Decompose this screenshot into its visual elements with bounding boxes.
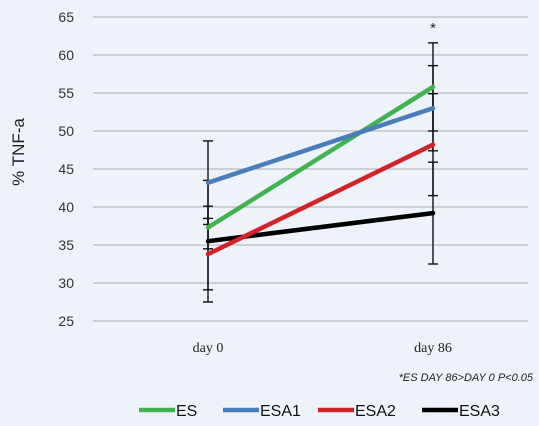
legend-label: ESA2 [355,403,396,420]
legend-entry-esa1: ESA1 [223,403,301,420]
series-line-es [205,84,436,230]
series-line-esa1 [205,105,436,185]
legend: ES ESA1 ESA2 ESA3 [139,403,500,420]
gridlines [93,16,528,322]
legend-label: ES [176,403,197,420]
x-tick-label: day 86 [414,341,452,356]
x-tick-label: day 0 [193,341,224,356]
x-axis-ticks: day 0 day 86 [193,341,452,356]
legend-label: ESA3 [459,403,500,420]
y-axis-ticks: 25 30 35 40 45 50 55 60 65 [58,9,74,329]
legend-entry-es: ES [139,403,197,420]
y-tick-label: 25 [58,313,74,329]
y-tick-label: 60 [58,47,74,63]
y-tick-label: 55 [58,85,74,101]
y-tick-label: 45 [58,161,74,177]
legend-entry-esa3: ESA3 [422,403,500,420]
significance-marker: * [430,20,436,37]
series-lines [205,84,436,257]
series-line-esa2 [205,142,436,257]
y-tick-label: 65 [58,9,74,25]
y-tick-label: 40 [58,199,74,215]
y-tick-label: 30 [58,275,74,291]
y-tick-label: 50 [58,123,74,139]
legend-label: ESA1 [260,403,301,420]
significance-annotation: *ES DAY 86>DAY 0 P<0.05 [399,372,534,384]
y-axis-label: % TNF-a [9,118,28,186]
legend-entry-esa2: ESA2 [318,403,396,420]
y-tick-label: 35 [58,237,74,253]
